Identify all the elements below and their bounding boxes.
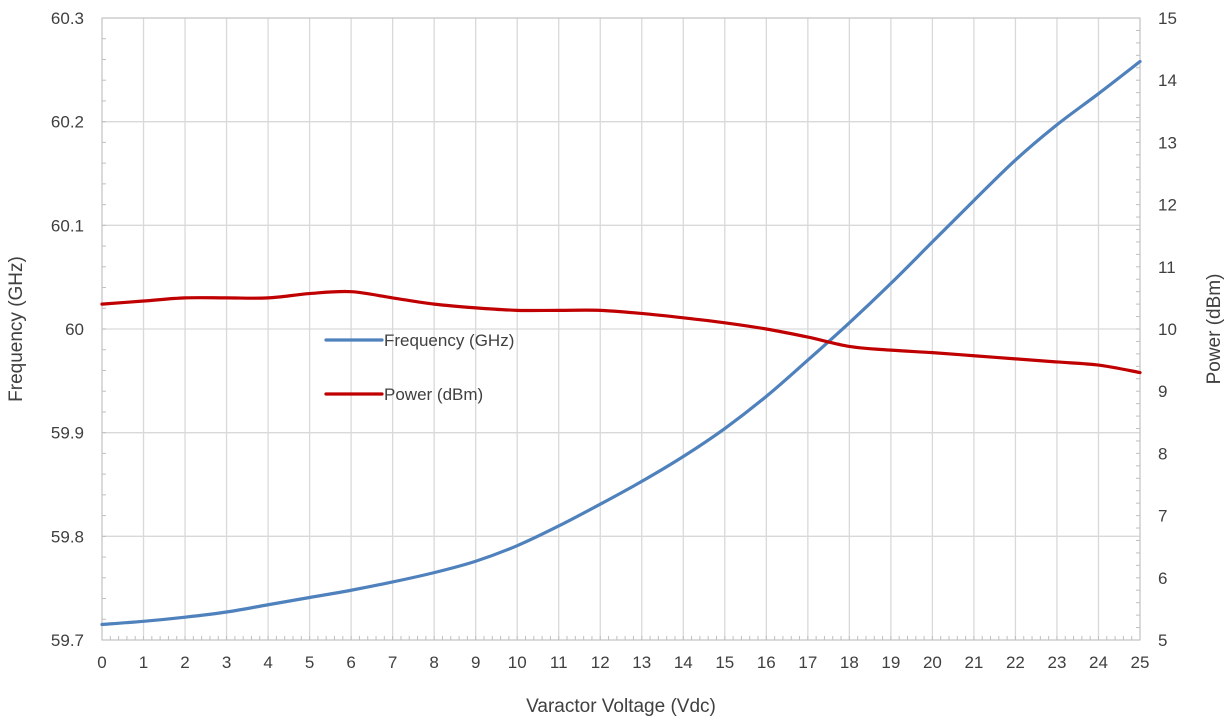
x-tick-label: 21 — [964, 653, 983, 672]
y2-tick-label: 9 — [1158, 382, 1167, 401]
x-axis-title: Varactor Voltage (Vdc) — [526, 696, 716, 717]
y-tick-label: 60.3 — [51, 9, 84, 28]
legend-label-power: Power (dBm) — [384, 385, 483, 404]
grid-lines — [101, 17, 1141, 641]
x-tick-label: 12 — [591, 653, 610, 672]
y2-tick-label: 6 — [1158, 569, 1167, 588]
x-tick-label: 15 — [715, 653, 734, 672]
y2-tick-label: 5 — [1158, 631, 1167, 650]
y2-tick-label: 12 — [1158, 196, 1177, 215]
x-tick-label: 4 — [263, 653, 272, 672]
x-tick-label: 11 — [550, 653, 568, 672]
y2-tick-label: 14 — [1158, 71, 1177, 90]
x-tick-label: 24 — [1089, 653, 1108, 672]
y-tick-label: 60.2 — [51, 113, 84, 132]
y2-tick-label: 13 — [1158, 133, 1177, 152]
x-tick-label: 14 — [674, 653, 693, 672]
x-tick-label: 19 — [881, 653, 900, 672]
y-tick-label: 60 — [65, 320, 84, 339]
legend: Frequency (GHz) Power (dBm) — [324, 331, 514, 404]
y-tick-label: 59.9 — [51, 424, 84, 443]
x-tick-label: 10 — [508, 653, 527, 672]
series-lines — [100, 59, 1142, 627]
x-tick-label: 6 — [346, 653, 355, 672]
y-tick-label: 60.1 — [51, 216, 84, 235]
y2-tick-label: 10 — [1158, 320, 1177, 339]
x-tick-label: 13 — [632, 653, 651, 672]
power-series-line — [100, 289, 1142, 375]
x-axis-ticks: 0 1 2 3 4 5 6 7 8 9 10 11 12 13 14 15 16 17 18 19 20 21 22 23 24… — [97, 653, 1149, 672]
x-tick-label: 17 — [798, 653, 817, 672]
x-tick-label: 2 — [180, 653, 189, 672]
x-tick-label: 16 — [757, 653, 776, 672]
x-tick-label: 3 — [222, 653, 231, 672]
x-tick-label: 23 — [1047, 653, 1066, 672]
y2-axis-title: Power (dBm) — [1204, 274, 1225, 385]
frequency-series-line — [100, 59, 1142, 627]
x-tick-label: 5 — [305, 653, 314, 672]
x-tick-label: 0 — [97, 653, 106, 672]
legend-label-frequency: Frequency (GHz) — [384, 331, 514, 350]
x-tick-label: 20 — [923, 653, 942, 672]
y2-axis-ticks: 5 6 7 8 9 10 11 12 13 14 15 — [1158, 9, 1177, 650]
y2-tick-label: 7 — [1158, 507, 1167, 526]
y2-tick-label: 11 — [1158, 258, 1176, 277]
plot-area-frame — [101, 17, 1141, 641]
y-tick-label: 59.7 — [51, 631, 84, 650]
x-tick-label: 7 — [388, 653, 397, 672]
y2-tick-label: 8 — [1158, 444, 1167, 463]
y-axis-title: Frequency (GHz) — [6, 256, 27, 402]
x-tick-label: 25 — [1131, 653, 1150, 672]
x-tick-label: 9 — [471, 653, 480, 672]
x-tick-label: 1 — [139, 653, 148, 672]
x-tick-label: 18 — [840, 653, 859, 672]
y2-tick-label: 15 — [1158, 9, 1177, 28]
x-tick-label: 8 — [429, 653, 438, 672]
y-axis-ticks: 59.7 59.8 59.9 60 60.1 60.2 60.3 — [51, 9, 84, 650]
x-tick-label: 22 — [1006, 653, 1025, 672]
y-tick-label: 59.8 — [51, 527, 84, 546]
